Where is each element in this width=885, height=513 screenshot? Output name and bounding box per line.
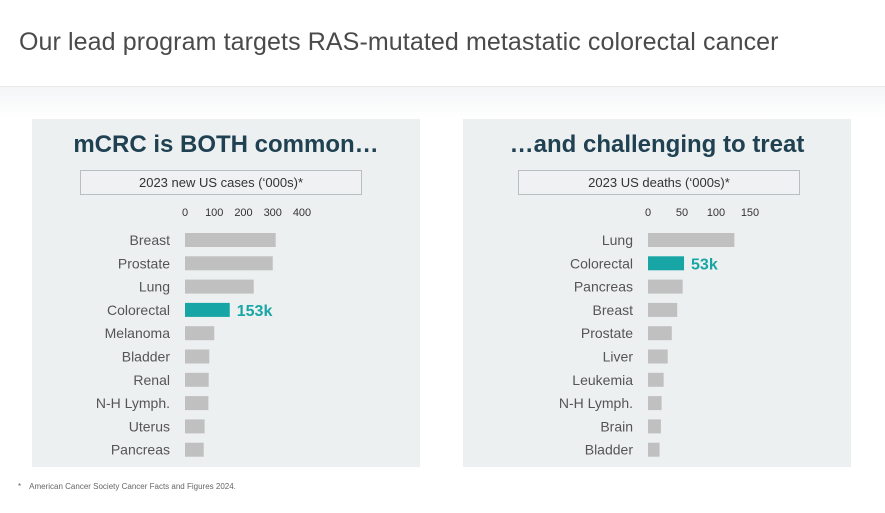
category-label: Renal: [133, 372, 170, 388]
category-label: Pancreas: [111, 442, 170, 458]
category-label: Colorectal: [570, 255, 633, 271]
category-label: Lung: [139, 279, 170, 295]
category-label: Liver: [603, 349, 634, 365]
panel-common: mCRC is BOTH common… 2023 new US cases (…: [32, 119, 420, 467]
metric-label: 2023 US deaths (‘000s)*: [518, 170, 800, 195]
x-tick-label: 0: [645, 207, 651, 219]
category-label: Leukemia: [572, 372, 633, 388]
category-label: Colorectal: [107, 302, 170, 318]
x-tick-label: 100: [707, 207, 725, 219]
x-tick-label: 150: [741, 207, 759, 219]
header-shadow-band: [0, 87, 885, 117]
bar: [185, 279, 254, 294]
bar: [648, 349, 668, 364]
footnote: * American Cancer Society Cancer Facts an…: [18, 482, 236, 491]
bar: [648, 279, 683, 294]
category-label: Lung: [602, 232, 633, 248]
bar: [648, 372, 664, 387]
category-label: Prostate: [581, 325, 633, 341]
bar: [648, 442, 660, 457]
x-tick-label: 100: [205, 207, 223, 219]
bar: [185, 349, 210, 364]
x-tick-label: 400: [293, 207, 311, 219]
x-tick-label: 0: [182, 207, 188, 219]
category-label: Breast: [593, 302, 634, 318]
metric-label: 2023 new US cases (‘000s)*: [80, 170, 362, 195]
page-title: Our lead program targets RAS-mutated met…: [19, 28, 779, 56]
bar: [185, 372, 209, 387]
bar: [648, 326, 672, 341]
bar: [185, 326, 215, 341]
bar: [648, 302, 678, 317]
x-tick-label: 200: [234, 207, 252, 219]
category-label: Bladder: [585, 442, 634, 458]
bar-chart-deaths: 0 50 100 150 Lung Colorectal 53k Pancreas Breast…: [559, 207, 759, 458]
bar: [185, 302, 230, 317]
bar: [185, 419, 205, 434]
bar: [648, 396, 662, 411]
bar: [185, 233, 276, 247]
x-tick-label: 50: [676, 207, 688, 219]
bar: [648, 419, 661, 434]
category-label: Brain: [600, 418, 633, 434]
bar: [185, 396, 209, 411]
panel-title: mCRC is BOTH common…: [73, 131, 379, 158]
bar: [648, 233, 735, 247]
bar-chart-new-cases: 0 100 200 300 400 Breast Prostate Lung Colorecta…: [96, 207, 311, 458]
category-label: Breast: [130, 232, 171, 248]
category-label: Bladder: [122, 349, 171, 365]
data-label: 53k: [691, 256, 718, 273]
footnote-mark: *: [18, 482, 22, 491]
category-label: Pancreas: [574, 279, 633, 295]
footnote-text: American Cancer Society Cancer Facts and…: [29, 482, 236, 491]
category-label: Prostate: [118, 255, 170, 271]
x-tick-label: 300: [264, 207, 282, 219]
panel-title: …and challenging to treat: [509, 131, 805, 158]
data-label: 153k: [237, 303, 273, 320]
bar: [185, 442, 204, 457]
category-label: N-H Lymph.: [559, 395, 633, 411]
category-label: Melanoma: [105, 325, 171, 341]
bar: [185, 256, 273, 271]
category-label: N-H Lymph.: [96, 395, 170, 411]
bar: [648, 256, 685, 271]
category-label: Uterus: [129, 418, 170, 434]
panel-challenging: …and challenging to treat 2023 US deaths…: [463, 119, 851, 467]
page-header: Our lead program targets RAS-mutated met…: [0, 0, 885, 87]
